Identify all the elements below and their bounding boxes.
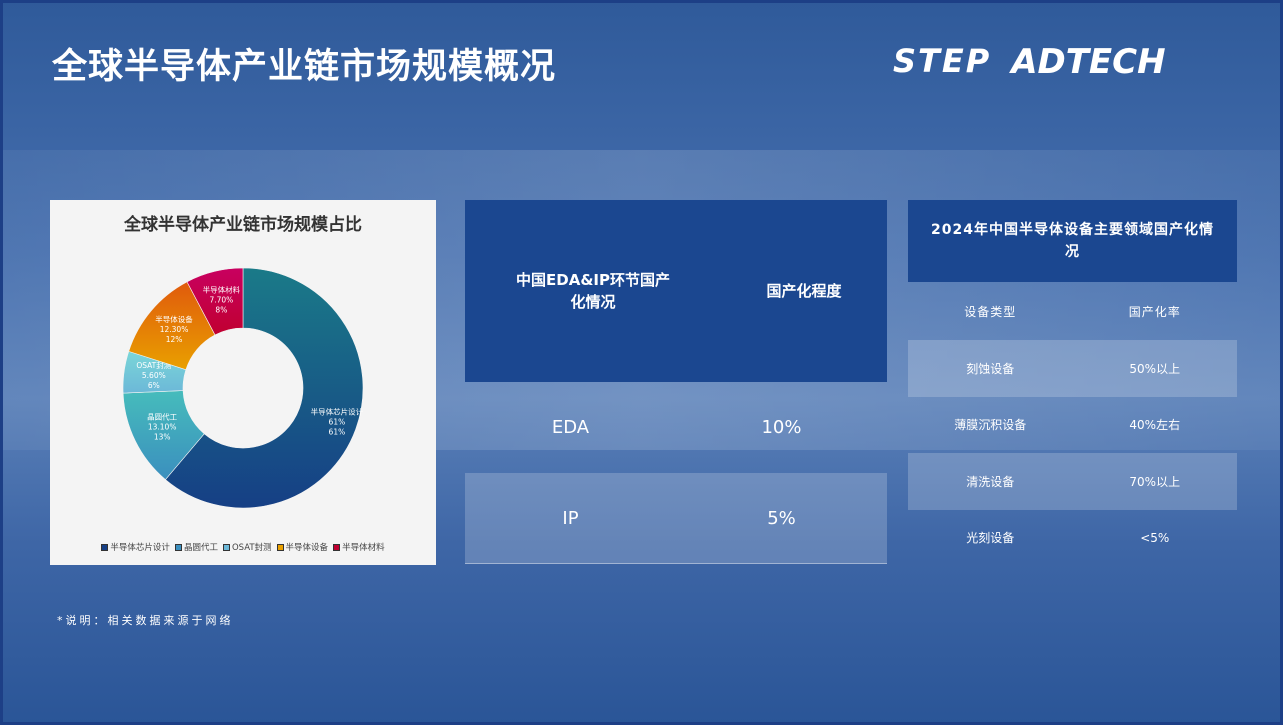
- slice-label: 12%: [166, 335, 183, 344]
- table-row: 薄膜沉积设备 40%左右: [908, 397, 1237, 454]
- legend-item: OSAT封测: [222, 541, 272, 553]
- cell: 40%左右: [1129, 418, 1181, 433]
- legend-item: 半导体材料: [333, 541, 385, 553]
- cell: <5%: [1140, 530, 1170, 545]
- table-row: 清洗设备 70%以上: [908, 453, 1237, 510]
- legend-swatch: [174, 544, 182, 551]
- header-cell: 国产化程度: [766, 282, 842, 300]
- cell: 50%以上: [1129, 361, 1181, 376]
- slice-label: 61%: [329, 427, 346, 436]
- donut-chart: 半导体芯片设计 61% 61% 晶圆代工 13.10% 13% OSAT封测 5.60% 6% 半…: [50, 200, 436, 565]
- legend-item: 半导体芯片设计: [101, 541, 170, 553]
- donut-slice: [186, 267, 244, 336]
- cell: 刻蚀设备: [966, 361, 1015, 376]
- legend-swatch: [333, 544, 341, 551]
- table-header: 中国EDA&IP环节国产化情况 国产化程度: [465, 200, 887, 382]
- cell: 光刻设备: [966, 531, 1015, 546]
- eda-ip-table: 中国EDA&IP环节国产化情况 国产化程度 EDA 10% IP 5%: [465, 200, 887, 565]
- page-title: 全球半导体产业链市场规模概况: [52, 47, 557, 87]
- table-title: 2024年中国半导体设备主要领域国产化情况: [908, 200, 1237, 282]
- cell: 5%: [767, 507, 796, 529]
- cell: 薄膜沉积设备: [954, 418, 1027, 433]
- slice-label: 半导体设备: [155, 314, 193, 324]
- header-cell: 中国EDA&IP环节国产化情况: [516, 271, 670, 311]
- equipment-table: 2024年中国半导体设备主要领域国产化情况 设备类型 国产化率 刻蚀设备 50%以…: [908, 200, 1237, 566]
- cell: 70%以上: [1129, 474, 1181, 489]
- slice-label: 13%: [154, 433, 171, 442]
- legend-swatch: [276, 544, 284, 551]
- slice-label: 半导体芯片设计: [311, 406, 364, 416]
- header-cell: 国产化率: [1128, 304, 1181, 319]
- table-row: EDA 10%: [465, 382, 887, 473]
- slice-label: 半导体材料: [203, 285, 241, 295]
- cell: 清洗设备: [966, 474, 1015, 489]
- logo-step: STEP: [893, 42, 992, 80]
- donut-slice: [165, 267, 364, 509]
- table-row: 刻蚀设备 50%以上: [908, 340, 1237, 397]
- table-row: 光刻设备 <5%: [908, 510, 1237, 567]
- slice-label: 晶圆代工: [147, 412, 177, 422]
- slice-label: OSAT封测: [136, 360, 171, 370]
- chart-legend: 半导体芯片设计 晶圆代工 OSAT封测 半导体设备 半导体材料: [50, 541, 436, 553]
- legend-item: 半导体设备: [276, 541, 328, 553]
- cell: 10%: [761, 417, 802, 438]
- table-row: IP 5%: [465, 473, 887, 564]
- slice-label: 61%: [329, 417, 346, 426]
- logo-adtech: ADTECH: [1011, 42, 1166, 82]
- source-note: *说明：相关数据来源于网络: [57, 614, 234, 627]
- logo: STEP ADTECH: [893, 42, 1166, 82]
- legend-swatch: [222, 544, 230, 551]
- slice-label: 7.70%: [209, 296, 233, 305]
- header-cell: 设备类型: [964, 304, 1017, 319]
- legend-swatch: [101, 544, 109, 551]
- slice-label: 5.60%: [142, 371, 166, 380]
- legend-item: 晶圆代工: [174, 541, 218, 553]
- cell: EDA: [551, 417, 590, 438]
- slice-label: 6%: [148, 381, 160, 390]
- cell: IP: [562, 507, 579, 529]
- slice-label: 12.30%: [160, 325, 189, 334]
- chart-title: 全球半导体产业链市场规模占比: [124, 215, 362, 235]
- slice-label: 13.10%: [148, 423, 177, 432]
- slice-label: 8%: [215, 306, 227, 315]
- donut-svg: 半导体芯片设计61%61%晶圆代工13.10%13%OSAT封测5.60%6%半…: [122, 267, 364, 509]
- table-header: 设备类型 国产化率: [908, 282, 1237, 340]
